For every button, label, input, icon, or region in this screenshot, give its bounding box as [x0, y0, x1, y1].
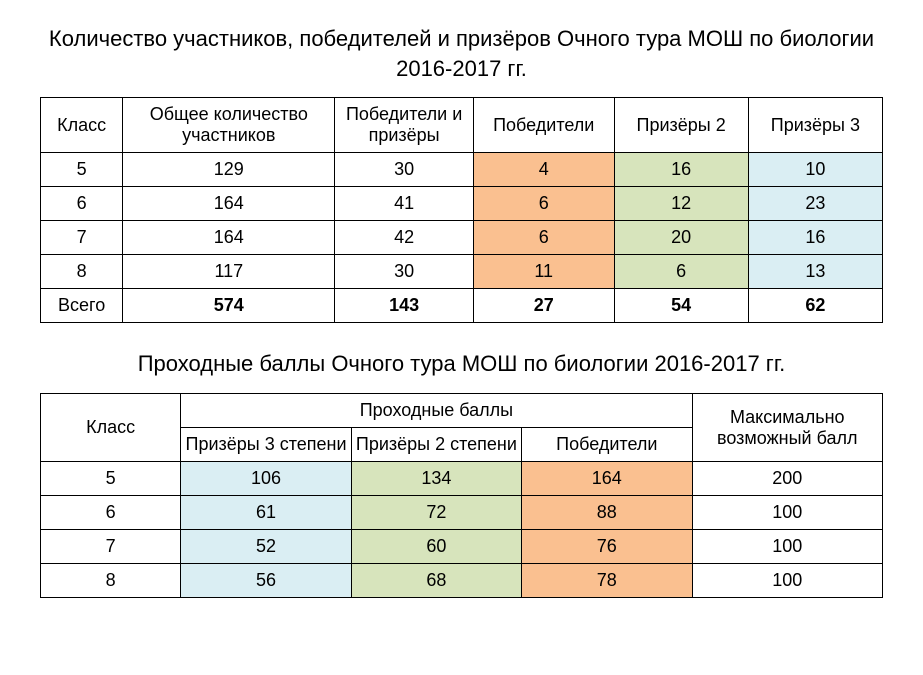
th-winners: Победители — [522, 428, 692, 462]
cell-grade: 6 — [41, 187, 123, 221]
th-grade: Класс — [41, 394, 181, 462]
cell-p2: 68 — [351, 564, 521, 598]
cell-grade: 8 — [41, 255, 123, 289]
cell-winners: 76 — [522, 530, 692, 564]
cell-grade: 6 — [41, 496, 181, 530]
th-scores-group: Проходные баллы — [181, 394, 692, 428]
cell-total: 574 — [123, 289, 335, 323]
cell-total: 117 — [123, 255, 335, 289]
participants-table: Класс Общее количество участников Победи… — [40, 97, 883, 323]
cell-grade: 5 — [41, 153, 123, 187]
table-row: 6 164 41 6 12 23 — [41, 187, 883, 221]
cell-winners: 11 — [473, 255, 614, 289]
cell-wp: 30 — [335, 255, 474, 289]
th-wp: Победители и призёры — [335, 98, 474, 153]
cell-p2: 72 — [351, 496, 521, 530]
th-grade: Класс — [41, 98, 123, 153]
table-row: 6 61 72 88 100 — [41, 496, 883, 530]
table-row: 7 52 60 76 100 — [41, 530, 883, 564]
cell-p3: 62 — [748, 289, 882, 323]
table-row: 7 164 42 6 20 16 — [41, 221, 883, 255]
cell-p3: 61 — [181, 496, 351, 530]
th-p2: Призёры 2 — [614, 98, 748, 153]
cell-total: 164 — [123, 221, 335, 255]
cell-p2: 20 — [614, 221, 748, 255]
cell-winners: 88 — [522, 496, 692, 530]
cell-max: 100 — [692, 530, 883, 564]
cell-wp: 30 — [335, 153, 474, 187]
cell-winners: 27 — [473, 289, 614, 323]
cell-p2: 6 — [614, 255, 748, 289]
cell-winners: 78 — [522, 564, 692, 598]
cell-p2: 54 — [614, 289, 748, 323]
table2-header-row-1: Класс Проходные баллы Максимально возмож… — [41, 394, 883, 428]
cell-p3: 56 — [181, 564, 351, 598]
th-p3: Призёры 3 степени — [181, 428, 351, 462]
cell-p2: 12 — [614, 187, 748, 221]
cell-max: 100 — [692, 496, 883, 530]
table1-header-row: Класс Общее количество участников Победи… — [41, 98, 883, 153]
page-root: Количество участников, победителей и при… — [0, 0, 923, 618]
th-winners: Победители — [473, 98, 614, 153]
cell-grade: 5 — [41, 462, 181, 496]
cell-grade: 7 — [41, 530, 181, 564]
th-max: Максимально возможный балл — [692, 394, 883, 462]
cell-wp: 42 — [335, 221, 474, 255]
thresholds-table: Класс Проходные баллы Максимально возмож… — [40, 393, 883, 598]
th-p2: Призёры 2 степени — [351, 428, 521, 462]
th-p3: Призёры 3 — [748, 98, 882, 153]
table-row: 5 106 134 164 200 — [41, 462, 883, 496]
cell-total: 164 — [123, 187, 335, 221]
cell-wp: 143 — [335, 289, 474, 323]
cell-total: 129 — [123, 153, 335, 187]
cell-p3: 16 — [748, 221, 882, 255]
cell-grade: 8 — [41, 564, 181, 598]
cell-winners: 4 — [473, 153, 614, 187]
cell-max: 100 — [692, 564, 883, 598]
cell-max: 200 — [692, 462, 883, 496]
table2-title: Проходные баллы Очного тура МОШ по биоло… — [40, 349, 883, 379]
table-row: 5 129 30 4 16 10 — [41, 153, 883, 187]
table1-title: Количество участников, победителей и при… — [40, 24, 883, 83]
cell-p2: 16 — [614, 153, 748, 187]
cell-p3: 13 — [748, 255, 882, 289]
cell-p2: 60 — [351, 530, 521, 564]
cell-winners: 164 — [522, 462, 692, 496]
cell-grade: Всего — [41, 289, 123, 323]
table1-total-row: Всего 574 143 27 54 62 — [41, 289, 883, 323]
table-row: 8 117 30 11 6 13 — [41, 255, 883, 289]
cell-wp: 41 — [335, 187, 474, 221]
th-total: Общее количество участников — [123, 98, 335, 153]
cell-grade: 7 — [41, 221, 123, 255]
cell-p3: 106 — [181, 462, 351, 496]
cell-p3: 23 — [748, 187, 882, 221]
cell-p3: 52 — [181, 530, 351, 564]
cell-winners: 6 — [473, 187, 614, 221]
cell-winners: 6 — [473, 221, 614, 255]
table-row: 8 56 68 78 100 — [41, 564, 883, 598]
cell-p3: 10 — [748, 153, 882, 187]
cell-p2: 134 — [351, 462, 521, 496]
